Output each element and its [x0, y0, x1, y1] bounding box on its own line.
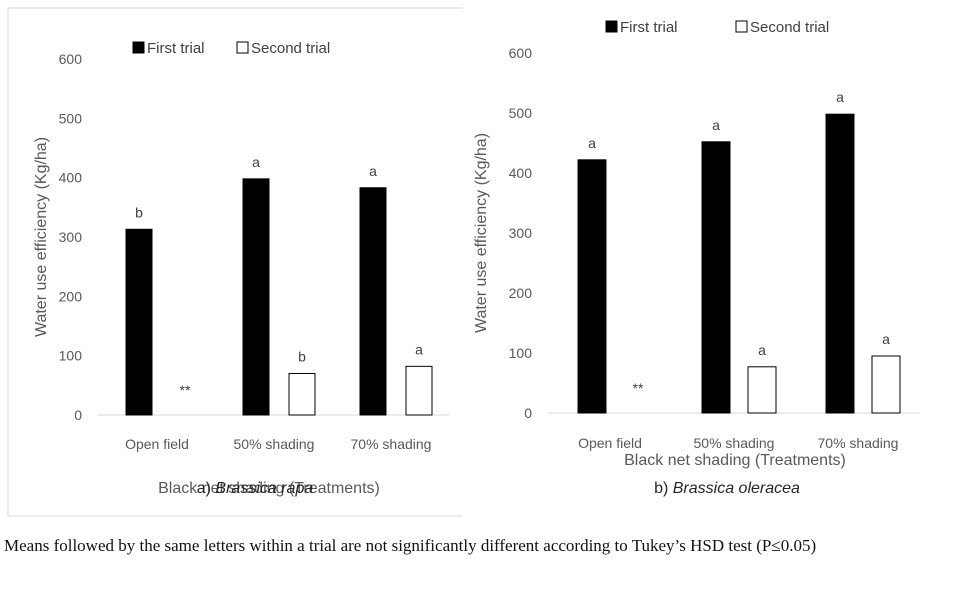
- chart-b-y-axis-title: Water use efficiency (Kg/ha): [473, 133, 490, 333]
- chart-b-legend-label: First trial: [620, 19, 678, 36]
- chart-a-ytick-label: 300: [59, 229, 83, 245]
- chart-a-bar-second-1: [289, 373, 315, 415]
- chart-b-x-axis-title: Black net shading (Treatments): [624, 452, 846, 469]
- chart-a-legend-label: First trial: [147, 40, 205, 57]
- chart-b-ytick-label: 500: [509, 105, 533, 121]
- chart-a-legend-label: Second trial: [251, 40, 330, 57]
- chart-b: 0 100 200 300 400 500 600 Water use efficiency …: [473, 19, 920, 497]
- chart-b-significance-label: a: [588, 135, 596, 151]
- chart-b-title-species: Brassica oleracea: [673, 480, 800, 497]
- chart-b-ytick-label: 300: [509, 225, 533, 241]
- chart-b-significance-label: a: [758, 342, 766, 358]
- chart-b-significance-label: a: [882, 331, 890, 347]
- chart-a-ytick-label: 100: [59, 348, 83, 364]
- chart-a-ytick-label: 600: [59, 51, 83, 67]
- chart-b-category-label: 50% shading: [694, 435, 775, 451]
- chart-a-significance-label: a: [415, 341, 423, 357]
- chart-b-bar-second-2: [872, 356, 900, 413]
- chart-b-significance-label: **: [633, 380, 644, 396]
- chart-a-ytick-label: 400: [59, 170, 83, 186]
- chart-a-ytick-label: 0: [74, 407, 82, 423]
- chart-b-bar-second-1: [748, 367, 776, 413]
- chart-b-legend-swatch: [606, 21, 617, 32]
- chart-a: 0 100 200 300 400 500 600 Water use efficiency …: [33, 40, 449, 497]
- chart-a-category-label: Open field: [125, 436, 189, 452]
- chart-b-ytick-label: 0: [524, 405, 532, 421]
- chart-a-bar-first-0: [126, 229, 152, 415]
- chart-a-significance-label: a: [252, 154, 260, 170]
- chart-b-title-prefix: b): [654, 480, 673, 497]
- chart-a-ytick-label: 200: [59, 288, 83, 304]
- chart-b-legend-swatch: [736, 21, 747, 32]
- chart-a-title: a) Brassica rapa: [197, 480, 314, 497]
- chart-b-category-label: Open field: [578, 435, 642, 451]
- chart-b-bar-first-0: [578, 160, 606, 413]
- footnote: Means followed by the same letters withi…: [4, 529, 960, 563]
- chart-a-category-label: 70% shading: [351, 436, 432, 452]
- chart-b-significance-label: a: [712, 117, 720, 133]
- chart-a-significance-label: b: [135, 204, 143, 220]
- chart-a-significance-label: b: [298, 348, 306, 364]
- chart-a-significance-label: **: [180, 382, 191, 398]
- chart-b-bar-first-2: [826, 114, 854, 413]
- chart-a-legend-swatch: [133, 42, 144, 53]
- chart-b-significance-label: a: [836, 89, 844, 105]
- chart-b-ytick-label: 100: [509, 345, 533, 361]
- chart-a-legend-swatch: [237, 42, 248, 53]
- chart-a-y-axis-title: Water use efficiency (Kg/ha): [33, 137, 50, 337]
- chart-a-significance-label: a: [369, 163, 377, 179]
- chart-a-category-label: 50% shading: [234, 436, 315, 452]
- chart-b-ytick-label: 600: [509, 45, 533, 61]
- chart-b-bar-first-1: [702, 142, 730, 413]
- chart-a-bar-first-1: [243, 179, 269, 415]
- chart-b-category-label: 70% shading: [818, 435, 899, 451]
- chart-b-ytick-label: 200: [509, 285, 533, 301]
- chart-b-ytick-label: 400: [509, 165, 533, 181]
- chart-b-title: b) Brassica oleracea: [654, 480, 800, 497]
- chart-a-title-species: Brassica rapa: [215, 480, 313, 497]
- chart-b-legend-label: Second trial: [750, 19, 829, 36]
- chart-a-ytick-label: 500: [59, 110, 83, 126]
- chart-a-title-prefix: a): [197, 480, 216, 497]
- chart-a-bar-first-2: [360, 188, 386, 415]
- chart-a-bar-second-2: [406, 366, 432, 415]
